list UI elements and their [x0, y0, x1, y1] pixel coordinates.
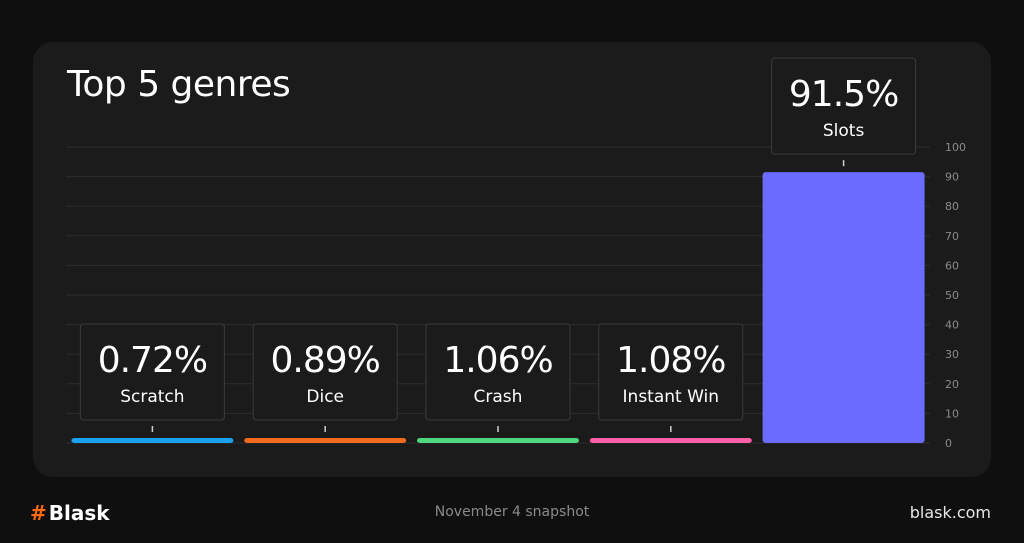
category-label: Instant Win: [623, 387, 720, 407]
category-label: Slots: [823, 121, 865, 141]
y-tick-label: 50: [945, 289, 959, 302]
value-callout: [771, 57, 917, 155]
y-tick-label: 40: [945, 319, 959, 332]
y-tick-label: 30: [945, 348, 959, 361]
y-tick-label: 20: [945, 378, 959, 391]
brand-logo[interactable]: # Blask: [30, 501, 110, 525]
y-tick-label: 0: [945, 437, 952, 450]
y-tick-label: 80: [945, 200, 959, 213]
data-label: 91.5%: [789, 74, 898, 115]
data-label: 1.06%: [443, 340, 552, 381]
value-callout: [598, 323, 744, 421]
site-link[interactable]: blask.com: [909, 503, 991, 522]
bar: [589, 438, 752, 443]
data-label: 0.89%: [271, 340, 380, 381]
footer: # Blask November 4 snapshot blask.com: [0, 495, 1024, 535]
y-tick-label: 10: [945, 407, 959, 420]
logo-hash-icon: #: [30, 501, 47, 525]
category-label: Scratch: [120, 387, 184, 407]
y-tick-label: 100: [945, 141, 966, 154]
category-label: Dice: [306, 387, 344, 407]
logo-text: Blask: [48, 501, 110, 525]
snapshot-label: November 4 snapshot: [434, 504, 590, 520]
chart-title: Top 5 genres: [67, 64, 291, 105]
y-tick-label: 60: [945, 259, 959, 272]
data-label: 1.08%: [616, 340, 725, 381]
y-tick-label: 70: [945, 230, 959, 243]
value-callout: [425, 323, 571, 421]
bar: [762, 172, 925, 443]
chart-card: Top 5 genres 0 10 20 30 40 50 60 70 80 90 100 0.72%…: [33, 42, 991, 477]
y-tick-label: 90: [945, 171, 959, 184]
category-label: Crash: [474, 387, 523, 407]
bar: [244, 438, 407, 443]
bar: [71, 438, 234, 443]
bar-chart: 0 10 20 30 40 50 60 70 80 90 100 0.72% Scratch 0.89% D…: [66, 57, 966, 450]
data-label: 0.72%: [98, 340, 207, 381]
value-callout: [252, 323, 398, 421]
value-callout: [79, 323, 225, 421]
bar: [417, 438, 579, 443]
